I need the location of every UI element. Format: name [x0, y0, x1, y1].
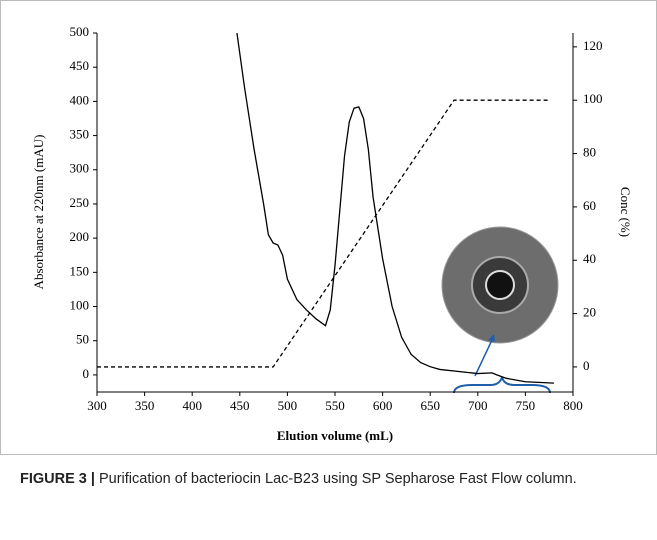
brace	[453, 376, 551, 394]
x-tick-label: 400	[182, 398, 202, 413]
y-tick-label: 50	[76, 332, 89, 347]
y2-tick-label: 40	[583, 251, 596, 266]
x-tick-label: 750	[516, 398, 536, 413]
x-tick-label: 800	[563, 398, 583, 413]
x-tick-label: 600	[373, 398, 393, 413]
y2-tick-label: 60	[583, 198, 596, 213]
arrow	[474, 339, 493, 377]
y-tick-label: 350	[70, 127, 90, 142]
caption: FIGURE 3 | Purification of bacteriocin L…	[20, 468, 580, 491]
y-tick-label: 300	[70, 161, 90, 176]
y-tick-label: 400	[70, 92, 90, 107]
data-line	[97, 99, 550, 368]
y2-tick-label: 100	[583, 91, 603, 106]
x-tick-label: 550	[325, 398, 345, 413]
chart: Elution volume (mL) Absorbance at 220nm …	[31, 24, 633, 443]
y-axis-label: Absorbance at 220nm (mAU)	[31, 135, 46, 290]
arrow-head	[488, 334, 495, 342]
y2-tick-label: 20	[583, 305, 596, 320]
y2-tick-label: 120	[583, 38, 603, 53]
x-tick-label: 500	[278, 398, 298, 413]
x-tick-label: 300	[87, 398, 107, 413]
x-axis-label: Elution volume (mL)	[277, 428, 393, 443]
y-tick-label: 500	[70, 24, 90, 39]
caption-text: Purification of bacteriocin Lac-B23 usin…	[94, 471, 577, 487]
caption-label: FIGURE 3 |	[20, 471, 95, 487]
y-tick-label: 0	[83, 366, 90, 381]
x-tick-label: 700	[468, 398, 488, 413]
y-tick-label: 450	[70, 58, 90, 73]
y2-axis-label: Conc (%)	[618, 187, 633, 237]
y-tick-label: 150	[70, 263, 90, 278]
y-tick-label: 100	[70, 298, 90, 313]
inset-image	[441, 226, 559, 344]
y-tick-label: 200	[70, 229, 90, 244]
x-tick-label: 650	[420, 398, 440, 413]
x-tick-label: 350	[135, 398, 155, 413]
well	[485, 270, 515, 300]
x-tick-label: 450	[230, 398, 250, 413]
data-line	[236, 32, 554, 384]
y2-tick-label: 0	[583, 358, 590, 373]
y-tick-label: 250	[70, 195, 90, 210]
y2-tick-label: 80	[583, 145, 596, 160]
